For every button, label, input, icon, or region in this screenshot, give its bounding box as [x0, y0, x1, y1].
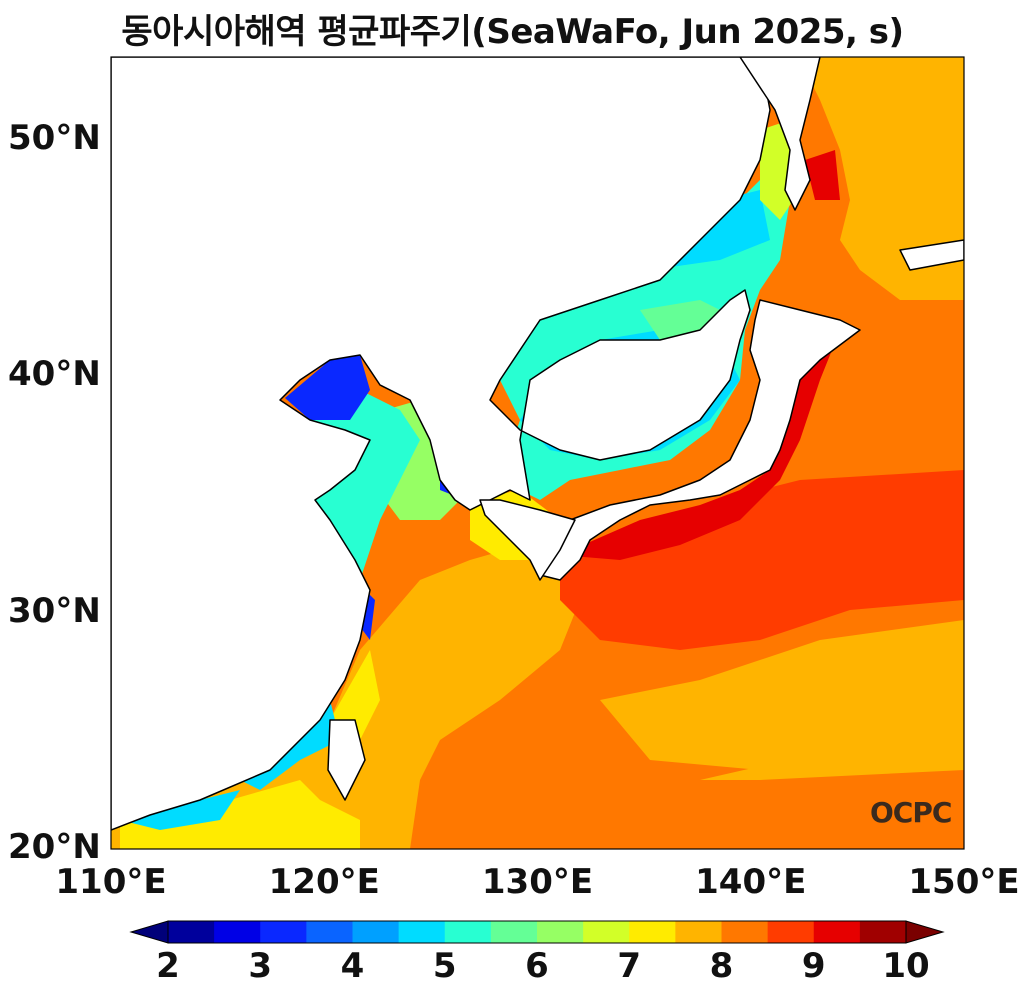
colorbar-tick-label: 7	[617, 946, 642, 986]
taiwan	[327, 719, 366, 801]
south-china-coast-cyan2	[120, 790, 240, 830]
colorbar	[129, 920, 945, 944]
sakhalin	[739, 57, 821, 211]
lat-tick-label: 20°N	[8, 827, 101, 867]
colorbar-bin	[490, 921, 538, 943]
map-area	[111, 57, 964, 849]
colorbar-bin	[306, 921, 353, 943]
japan-honshu	[539, 299, 861, 581]
colorbar-bin	[260, 921, 307, 943]
lon-tick-label: 140°E	[695, 862, 807, 902]
bohai-sea	[285, 355, 370, 420]
ocean-band-8s-north	[780, 57, 964, 300]
colorbar-bin	[352, 921, 400, 943]
lon-tick-label: 120°E	[268, 862, 380, 902]
ocean-band-8s-east2	[700, 720, 964, 780]
colorbar-bin	[813, 921, 861, 943]
colorbar-bin	[214, 921, 261, 943]
lon-tick-label: 130°E	[481, 862, 594, 902]
ocean-band-8s-east	[600, 620, 964, 770]
colorbar-tick-label: 10	[882, 946, 930, 986]
colorbar-tick-label: 8	[709, 946, 734, 986]
lat-tick-label: 30°N	[8, 590, 101, 631]
colorbar-bin	[675, 921, 722, 943]
ocean-band-9s	[560, 470, 964, 650]
colorbar-tick-label: 5	[432, 946, 457, 986]
colorbar-tick-label: 6	[525, 946, 549, 986]
colorbar-frame	[167, 920, 907, 944]
colorbar-bin	[859, 921, 907, 943]
colorbar-tick-label: 3	[248, 946, 273, 986]
lon-tick-label: 110°E	[55, 862, 167, 902]
colorbar-bin	[767, 921, 815, 943]
colorbar-tick-label: 4	[340, 946, 365, 986]
colorbar-tick-label: 2	[156, 946, 180, 986]
lat-tick-label: 40°N	[8, 354, 101, 395]
colorbar-tick-label: 9	[801, 946, 826, 986]
lat-tick-label: 50°N	[8, 117, 101, 158]
south-china-coast	[120, 780, 360, 849]
ocean-band-9-5s-north	[805, 150, 840, 200]
colorbar-bin	[629, 921, 676, 943]
ocpc-logo: OCPC	[870, 796, 952, 829]
colorbar-bin	[398, 921, 446, 943]
map-title: 동아시아해역 평균파주기(SeaWaFo, Jun 2025, s)	[121, 12, 904, 52]
colorbar-bin	[583, 921, 630, 943]
korea-kyushu	[479, 499, 576, 581]
colorbar-bin	[537, 921, 584, 943]
lon-tick-label: 150°E	[908, 862, 1020, 902]
colorbar-bin	[721, 921, 769, 943]
map-frame	[110, 56, 965, 850]
colorbar-bin	[444, 921, 492, 943]
kuril-islands	[899, 239, 964, 271]
colorbar-over-arrow	[905, 920, 945, 944]
colorbar-bin	[168, 921, 215, 943]
asia-mainland	[111, 57, 771, 831]
colorbar-under-arrow	[129, 920, 169, 944]
